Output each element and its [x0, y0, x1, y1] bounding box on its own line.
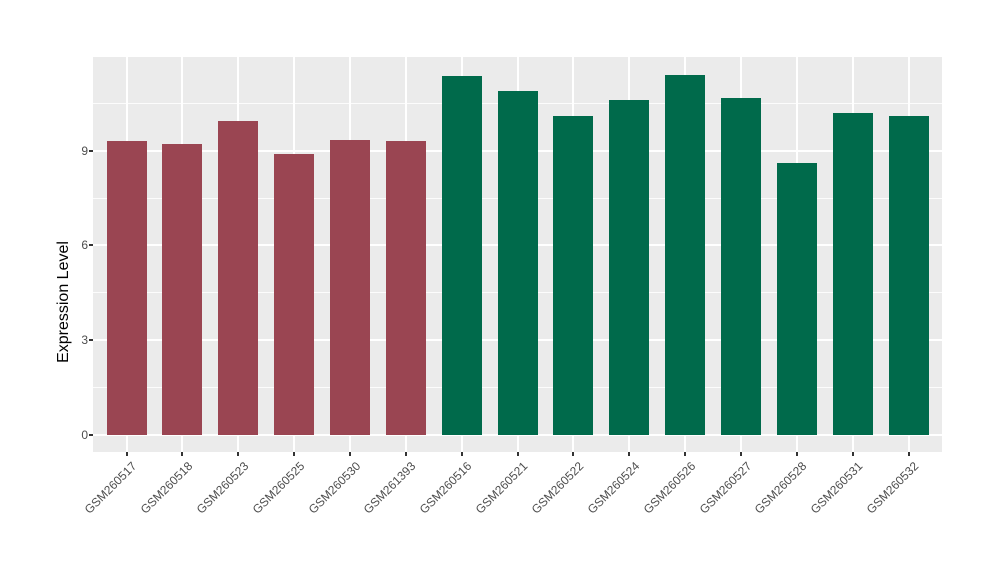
- bar-GSM260526: [665, 74, 706, 435]
- y-tick-mark: [89, 244, 93, 247]
- x-tick-label-GSM260518: GSM260518: [137, 459, 196, 517]
- x-tick-label-GSM260531: GSM260531: [808, 459, 866, 517]
- x-tick-label-GSM260528: GSM260528: [752, 459, 810, 517]
- y-tick-label-6: 6: [81, 238, 88, 253]
- x-tick-mark: [907, 452, 910, 456]
- bar-GSM260524: [609, 100, 650, 435]
- x-tick-mark: [628, 452, 631, 456]
- x-tick-label-GSM261393: GSM261393: [361, 459, 419, 517]
- y-tick-mark: [89, 149, 93, 152]
- bar-GSM260516: [441, 76, 482, 435]
- x-tick-label-GSM260532: GSM260532: [863, 459, 922, 517]
- y-tick-label-0: 0: [81, 428, 88, 442]
- bar-GSM260527: [720, 98, 761, 435]
- x-tick-label-GSM260527: GSM260527: [696, 459, 754, 517]
- bar-GSM260525: [274, 153, 315, 435]
- y-tick-mark: [89, 434, 93, 436]
- x-tick-mark: [795, 452, 798, 456]
- x-tick-mark: [348, 452, 351, 456]
- bar-GSM260528: [776, 163, 817, 435]
- x-tick-label-GSM260530: GSM260530: [305, 459, 363, 517]
- x-tick-mark: [516, 452, 519, 456]
- x-tick-mark: [125, 452, 128, 456]
- x-tick-mark: [851, 452, 854, 456]
- x-tick-label-GSM260522: GSM260522: [528, 459, 587, 517]
- bar-GSM260517: [106, 141, 147, 435]
- bar-GSM260522: [553, 115, 594, 435]
- x-tick-mark: [460, 452, 463, 456]
- bar-GSM260521: [497, 90, 538, 435]
- x-tick-mark: [572, 452, 575, 456]
- x-tick-label-GSM260521: GSM260521: [472, 459, 531, 517]
- x-tick-mark: [739, 452, 742, 456]
- bar-GSM260518: [162, 144, 203, 435]
- x-tick-label-GSM260517: GSM260517: [81, 459, 140, 517]
- x-tick-label-GSM260523: GSM260523: [193, 459, 252, 517]
- bar-GSM260531: [832, 112, 873, 435]
- x-tick-label-GSM260525: GSM260525: [249, 459, 307, 517]
- bar-GSM260532: [888, 115, 929, 435]
- x-tick-mark: [181, 452, 184, 456]
- x-tick-label-GSM260524: GSM260524: [584, 459, 643, 517]
- plot-panel: [93, 57, 942, 452]
- x-tick-label-GSM260526: GSM260526: [640, 459, 699, 517]
- x-tick-mark: [684, 452, 687, 456]
- x-tick-mark: [293, 452, 296, 456]
- bar-GSM261393: [385, 141, 426, 435]
- bar-GSM260523: [218, 120, 259, 435]
- y-tick-label-9: 9: [81, 143, 88, 158]
- x-tick-mark: [237, 452, 240, 456]
- y-tick-label-3: 3: [81, 333, 88, 348]
- bar-GSM260530: [329, 139, 370, 435]
- y-tick-mark: [89, 339, 93, 342]
- x-tick-mark: [404, 452, 407, 456]
- x-tick-label-GSM260516: GSM260516: [417, 459, 475, 517]
